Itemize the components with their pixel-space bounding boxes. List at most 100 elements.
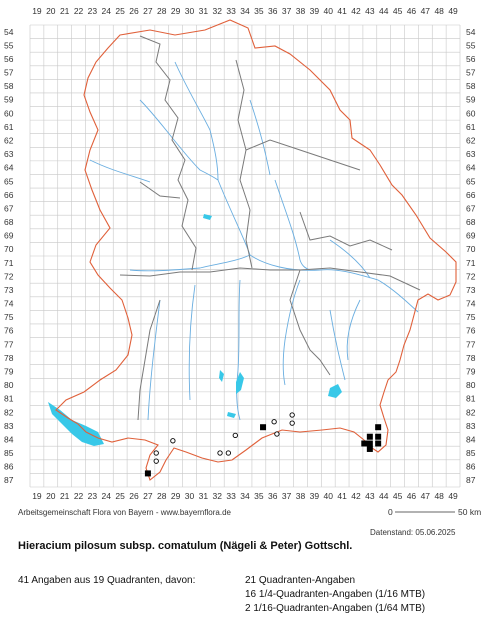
grid-column-label: 35 [254,6,264,16]
scale-end-label: 50 km [458,507,481,517]
grid-row-label: 57 [4,68,14,78]
grid-row-label: 86 [466,462,476,472]
occurrence-square-marker [366,445,373,452]
occurrence-circle-marker [153,458,159,464]
grid-row-label: 66 [466,190,476,200]
grid-column-label: 48 [434,491,444,501]
grid-row-label: 59 [466,95,476,105]
grid-column-label: 44 [379,6,389,16]
stats-quadrants: 21 Quadranten-Angaben [245,575,356,586]
grid-row-label: 87 [466,475,476,485]
stats-sixteenth-quadrants: 2 1/16-Quadranten-Angaben (1/64 MTB) [245,603,426,614]
stats-total: 41 Angaben aus 19 Quadranten, davon: [18,575,196,586]
occurrence-square-marker [144,470,151,477]
grid-row-label: 76 [466,326,476,336]
grid-column-label: 46 [407,6,417,16]
grid-row-label: 87 [4,475,14,485]
grid-column-label: 22 [74,491,84,501]
grid-row-label: 76 [4,326,14,336]
grid-row-label: 69 [466,231,476,241]
grid-column-label: 25 [115,491,125,501]
grid-row-label: 56 [4,54,14,64]
grid-row-label: 84 [466,434,476,444]
grid-row-label: 79 [4,367,14,377]
grid-column-label: 34 [240,491,250,501]
grid-row-label: 58 [466,81,476,91]
stats-quarter-quadrants: 16 1/4-Quadranten-Angaben (1/16 MTB) [245,589,426,600]
grid-row-label: 67 [4,203,14,213]
occurrence-square-marker [375,424,382,431]
grid-column-label: 36 [268,491,278,501]
grid-column-label: 29 [171,491,181,501]
grid-labels: 1919202021212222232324242525262627272828… [4,6,476,501]
grid-row-label: 55 [466,40,476,50]
grid-column-label: 28 [157,6,167,16]
grid-row-label: 85 [466,448,476,458]
lakes [48,214,342,446]
grid-column-label: 47 [421,491,431,501]
grid-column-label: 19 [32,491,42,501]
grid-column-label: 43 [365,491,375,501]
grid-row-label: 65 [4,176,14,186]
credit-line: Arbeitsgemeinschaft Flora von Bayern - w… [18,508,231,517]
grid-row-label: 72 [4,271,14,281]
grid-row-label: 60 [4,108,14,118]
grid-column-label: 41 [337,491,347,501]
grid-column-label: 26 [129,6,139,16]
scale-bar: 0 50 km [388,507,481,517]
grid-row-label: 82 [4,407,14,417]
grid-row-label: 70 [4,244,14,254]
grid-column-label: 20 [46,6,56,16]
grid-column-label: 25 [115,6,125,16]
grid-column-label: 48 [434,6,444,16]
grid-column-label: 32 [213,6,223,16]
occurrence-circle-marker [289,412,295,418]
grid-row-label: 77 [466,339,476,349]
grid-column-label: 41 [337,6,347,16]
scale-start-label: 0 [388,507,393,517]
grid-row-label: 85 [4,448,14,458]
grid-row-label: 66 [4,190,14,200]
grid-row-label: 67 [466,203,476,213]
grid-row-label: 63 [4,149,14,159]
occurrence-circle-marker [225,450,232,456]
grid-column-label: 38 [296,491,306,501]
grid-row-label: 83 [466,421,476,431]
grid-column-label: 40 [323,6,333,16]
grid-row-label: 63 [466,149,476,159]
occurrence-square-marker [366,433,373,440]
grid-row-label: 56 [466,54,476,64]
grid-column-label: 30 [185,491,195,501]
grid-column-label: 38 [296,6,306,16]
grid-row-label: 64 [4,163,14,173]
grid-row-label: 54 [4,27,14,37]
grid-column-label: 44 [379,491,389,501]
grid-row-label: 73 [466,285,476,295]
grid-column-label: 21 [60,6,70,16]
occurrence-square-marker [375,440,382,447]
grid-row-label: 79 [466,367,476,377]
grid-column-label: 47 [421,6,431,16]
occurrence-square-marker [260,424,267,431]
grid-column-label: 27 [143,491,153,501]
grid-row-label: 74 [466,299,476,309]
grid-column-label: 30 [185,6,195,16]
grid-column-label: 33 [226,6,236,16]
occurrence-points [144,412,382,477]
grid-row-label: 77 [4,339,14,349]
grid-row-label: 72 [466,271,476,281]
grid-column-label: 35 [254,491,264,501]
grid-row-label: 54 [466,27,476,37]
grid-row-label: 75 [4,312,14,322]
grid-row-label: 68 [466,217,476,227]
grid-column-label: 27 [143,6,153,16]
grid-row-label: 71 [4,258,14,268]
grid-row-label: 70 [466,244,476,254]
grid-column-label: 49 [448,6,458,16]
occurrence-circle-marker [232,432,238,439]
grid-column-label: 43 [365,6,375,16]
grid-column-label: 46 [407,491,417,501]
distribution-map: 1919202021212222232324242525262627272828… [4,6,481,517]
grid-column-label: 23 [88,491,98,501]
occurrence-circle-marker [153,450,159,456]
